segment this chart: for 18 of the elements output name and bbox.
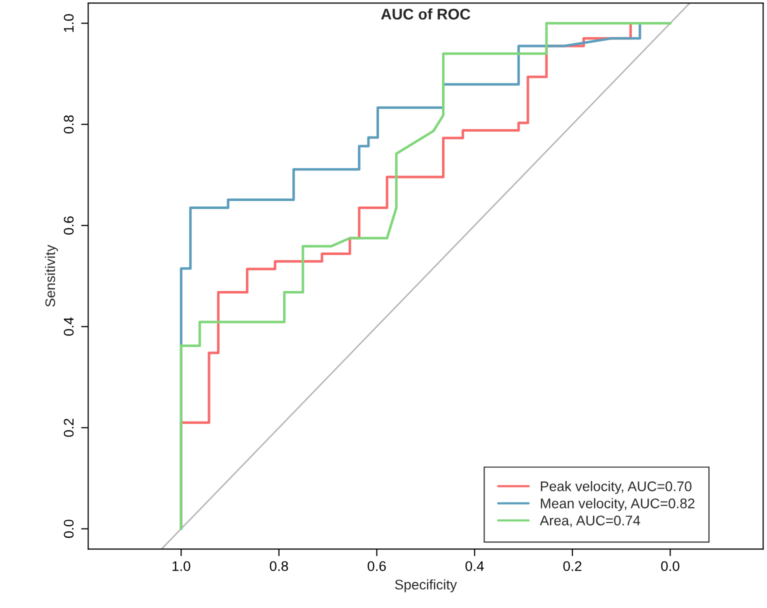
- y-axis-title: Sensitivity: [44, 244, 58, 307]
- x-tick-label: 0.6: [368, 561, 386, 572]
- legend-label: Peak velocity, AUC=0.70: [540, 481, 692, 494]
- y-tick-label: 0.8: [64, 115, 74, 134]
- legend-label: Area, AUC=0.74: [540, 516, 640, 528]
- x-tick-label: 0.8: [270, 561, 288, 572]
- y-tick-label: 0.4: [64, 317, 74, 336]
- y-tick-label: 1.0: [64, 14, 74, 32]
- x-tick-label: 1.0: [172, 561, 190, 572]
- y-tick-label: 0.2: [64, 418, 74, 437]
- chart-title: AUC of ROC: [381, 8, 470, 20]
- y-tick-label: 0.0: [64, 520, 74, 538]
- y-tick-label: 0.6: [64, 216, 74, 235]
- x-tick-label: 0.0: [661, 561, 680, 572]
- x-tick-label: 0.2: [563, 561, 582, 572]
- legend-label: Mean velocity, AUC=0.82: [540, 498, 694, 512]
- x-axis-title: Specificity: [395, 579, 457, 592]
- x-tick-label: 0.4: [465, 561, 484, 572]
